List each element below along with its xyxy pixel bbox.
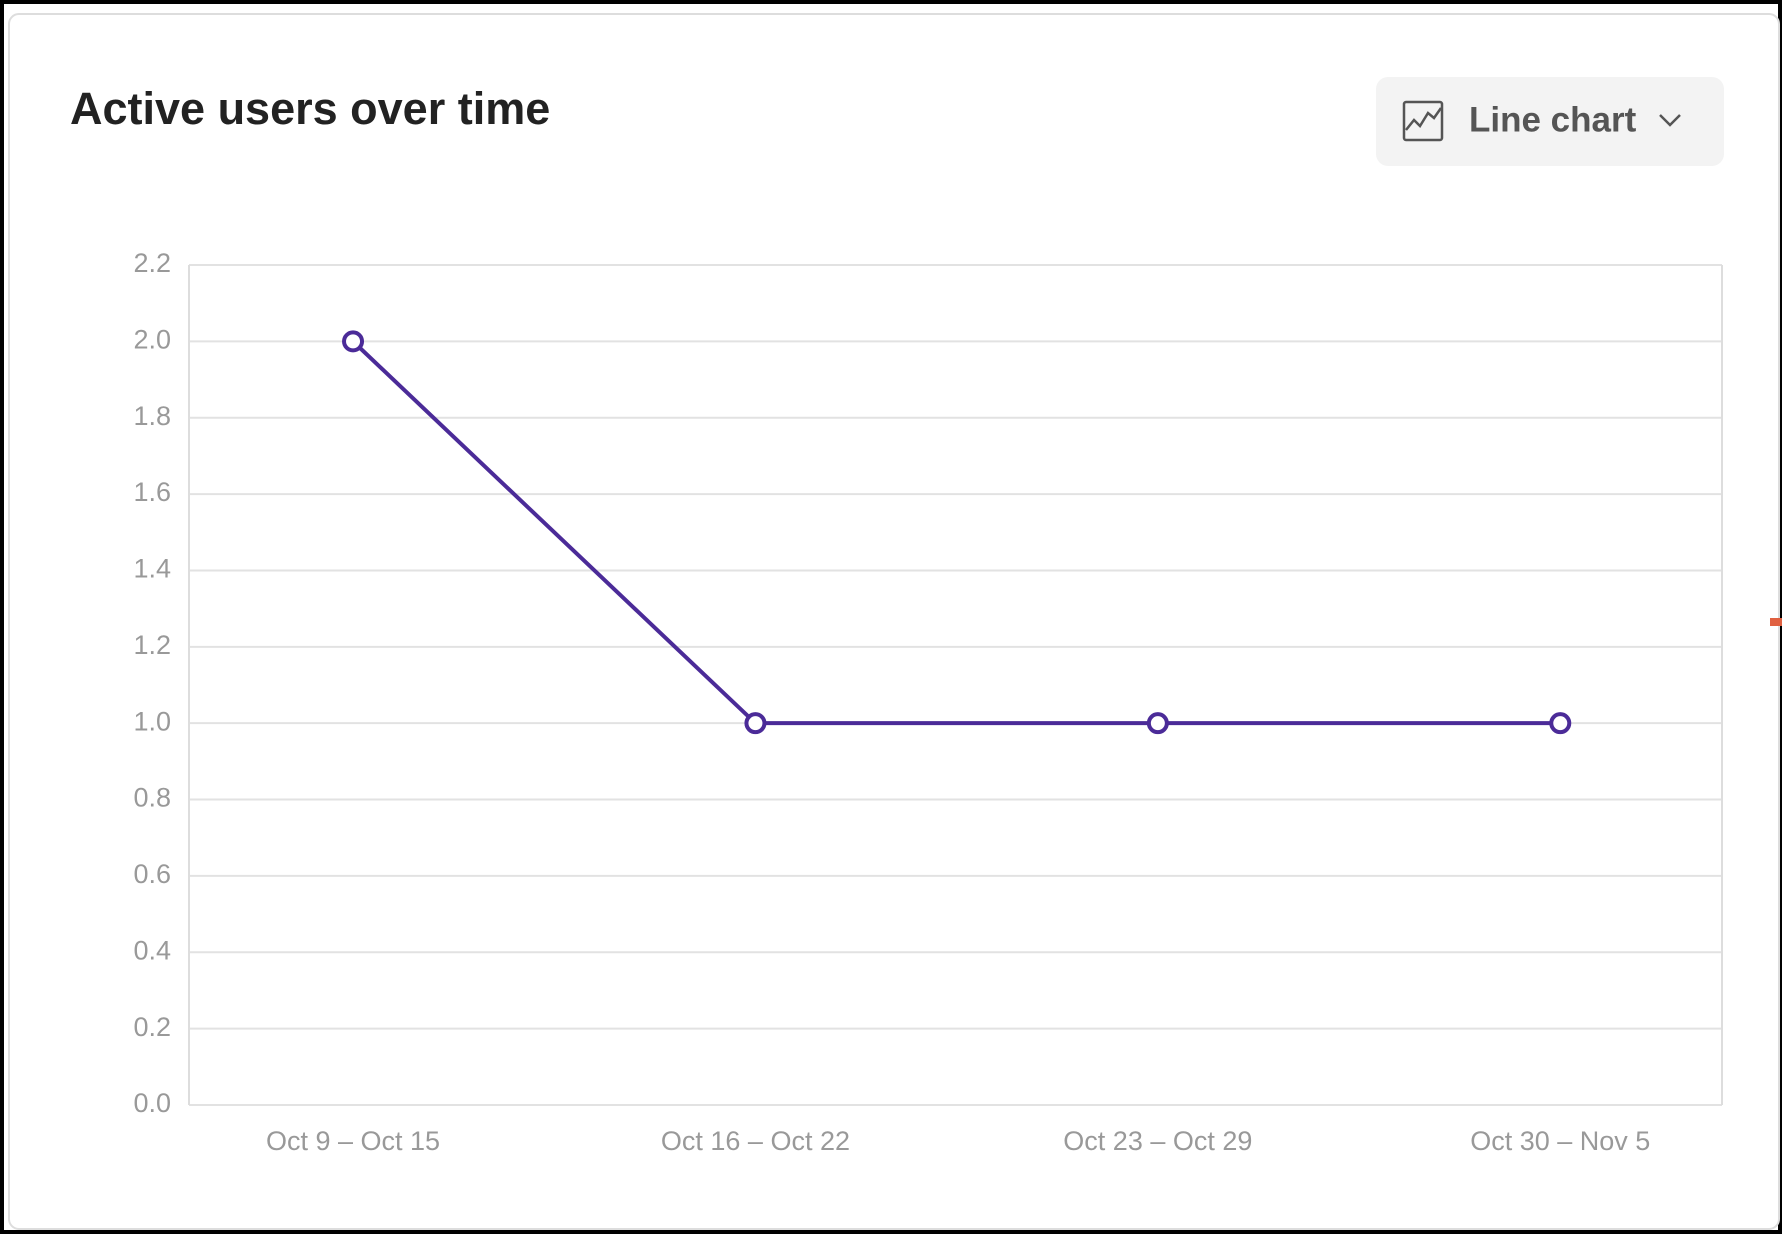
y-tick-label: 2.0	[133, 324, 171, 354]
point	[744, 712, 767, 735]
dropdown-caret	[1659, 114, 1681, 127]
line	[351, 339, 1561, 726]
y-tick-label: 0.0	[133, 1088, 171, 1118]
y-tick-label: 0.2	[133, 1012, 171, 1042]
y-tick-label: 0.8	[133, 783, 171, 813]
point	[1146, 712, 1169, 735]
y-tick-label: 1.6	[133, 477, 171, 507]
x-tick-label: Oct 9 – Oct 15	[266, 1126, 440, 1156]
plot: 0.0 0.2 0.4 0.6 0.8 1.0 1.2 1.4 1.6 1.8 2.0 2.2 Oct …	[133, 248, 1723, 1156]
y-tick-label: 1.2	[133, 630, 171, 660]
chart-type-button[interactable]: Line chart	[1376, 77, 1724, 166]
line-chart-icon	[1402, 100, 1444, 142]
button-label[interactable]: Line chart	[1469, 100, 1637, 139]
x-tick-label: Oct 23 – Oct 29	[1063, 1126, 1252, 1156]
y-tick-label: 1.0	[133, 706, 171, 736]
y-tick-label: 1.4	[133, 554, 171, 584]
chart-title: Active users over time	[70, 83, 550, 134]
y-tick-label: 0.6	[133, 859, 171, 889]
point	[342, 330, 365, 353]
y-tick-label: 2.2	[133, 248, 171, 278]
edge-marker	[1770, 618, 1782, 626]
button-bg[interactable]	[1376, 77, 1724, 166]
x-tick-label: Oct 30 – Nov 5	[1470, 1126, 1650, 1156]
x-tick-label: Oct 16 – Oct 22	[661, 1126, 850, 1156]
y-tick-label: 0.4	[133, 935, 171, 965]
y-tick-label: 1.8	[133, 401, 171, 431]
point	[1549, 712, 1572, 735]
card	[8, 13, 1780, 1230]
